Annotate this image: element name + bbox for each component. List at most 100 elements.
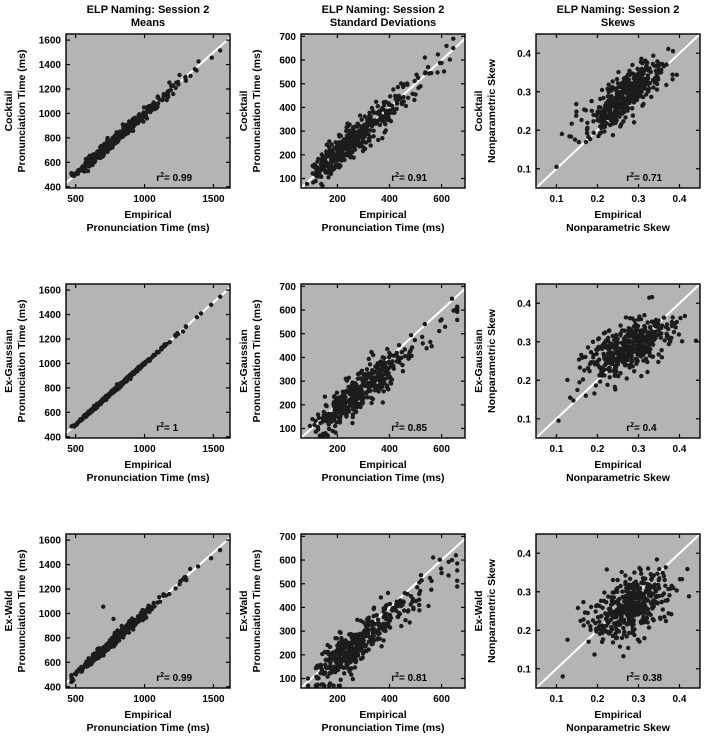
x-tick-label: 0.2 (591, 444, 605, 455)
plot-border (300, 283, 466, 439)
x-axis-label: Empirical (359, 209, 406, 221)
panel-cocktail-skews: r2= 0.71 0.1 0.2 0.3 0.4 0.1 0.2 0.3 0.4 ELP Nami… (473, 4, 701, 234)
x-axis-label: Empirical (594, 459, 641, 471)
y-tick-label: 200 (279, 400, 296, 411)
x-axis-label: Pronunciation Time (ms) (322, 722, 445, 734)
y-tick-label: 1000 (39, 609, 62, 620)
y-tick-label: 300 (279, 127, 296, 138)
y-tick-label: 1200 (39, 585, 62, 596)
plot-content: r2= 0.81 (301, 537, 465, 688)
x-tick-label: 0.3 (632, 194, 646, 205)
x-tick-label: 200 (329, 444, 346, 455)
y-axis-label: Ex-Wald (473, 590, 485, 631)
y-axis-label: Ex-Gaussian (3, 329, 15, 393)
y-tick-label: 800 (44, 133, 61, 144)
y-tick-label: 0.1 (517, 664, 531, 675)
y-tick-label: 400 (44, 182, 61, 193)
x-tick-label: 500 (67, 444, 84, 455)
scatter-points (69, 547, 223, 685)
x-axis-label: Pronunciation Time (ms) (87, 472, 210, 484)
y-tick-label: 1400 (39, 310, 62, 321)
x-tick-label: 500 (67, 694, 84, 705)
y-tick-label: 700 (279, 532, 296, 543)
plot-border (65, 283, 231, 439)
r-squared-label: r2= 1 (156, 422, 178, 434)
x-axis-label: Nonparametric Skew (566, 722, 671, 734)
x-tick-label: 600 (433, 194, 450, 205)
panel-exgaussian-means: r2= 1 500 1000 1500 400 600 800 1000 1200 1400 160… (3, 283, 231, 484)
y-axis-label: Ex-Gaussian (238, 329, 250, 393)
y-tick-label: 300 (279, 377, 296, 388)
plot-content: r2= 0.38 (536, 534, 700, 688)
panel-cocktail-sd: r2= 0.91 200 400 600 100 200 300 400 500 600 700 EL… (238, 4, 466, 234)
x-tick-label: 0.2 (591, 194, 605, 205)
y-axis-label: Nonparametric Skew (486, 58, 498, 163)
r-squared-label: r2= 0.81 (391, 672, 427, 684)
plot-border (65, 33, 231, 189)
y-tick-label: 0.1 (517, 414, 531, 425)
x-tick-label: 1500 (202, 444, 225, 455)
y-tick-label: 600 (279, 56, 296, 67)
x-axis-label: Empirical (359, 459, 406, 471)
plot-border (65, 533, 231, 689)
y-tick-label: 700 (279, 282, 296, 293)
x-tick-label: 200 (329, 694, 346, 705)
x-tick-label: 0.1 (550, 694, 564, 705)
y-tick-label: 400 (44, 432, 61, 443)
x-tick-label: 0.3 (632, 694, 646, 705)
y-tick-label: 200 (279, 150, 296, 161)
scatter-points (69, 48, 223, 179)
r-squared-label: r2= 0.99 (156, 672, 192, 684)
plot-content: r2= 0.99 (66, 36, 230, 184)
y-tick-label: 600 (279, 556, 296, 567)
panel-title: Means (131, 17, 165, 29)
x-tick-label: 0.4 (673, 694, 687, 705)
y-tick-label: 600 (44, 158, 61, 169)
x-axis-label: Pronunciation Time (ms) (87, 722, 210, 734)
y-axis-label: Pronunciation Time (ms) (251, 300, 263, 423)
y-tick-label: 800 (44, 383, 61, 394)
y-tick-label: 400 (279, 353, 296, 364)
y-tick-label: 0.3 (517, 587, 531, 598)
r-squared-label: r2= 0.91 (391, 172, 427, 184)
y-tick-label: 1000 (39, 359, 62, 370)
x-axis-label: Empirical (594, 709, 641, 721)
scatter-points (554, 46, 679, 169)
x-tick-label: 600 (433, 444, 450, 455)
x-tick-label: 500 (67, 194, 84, 205)
x-tick-label: 200 (329, 194, 346, 205)
x-axis-label: Empirical (359, 709, 406, 721)
y-axis-label: Nonparametric Skew (486, 558, 498, 663)
y-tick-label: 100 (279, 174, 296, 185)
panel-cocktail-means: r2= 0.99 500 1000 1500 400 600 800 1000 1200 1400… (3, 4, 231, 234)
y-tick-label: 600 (279, 306, 296, 317)
plot-content: r2= 0.71 (536, 34, 700, 188)
x-tick-label: 400 (381, 444, 398, 455)
x-axis-label: Nonparametric Skew (566, 472, 671, 484)
y-axis-label: Pronunciation Time (ms) (16, 300, 28, 423)
r-squared-label: r2= 0.71 (626, 172, 662, 184)
y-axis-label: Ex-Wald (238, 590, 250, 631)
scatter-points (304, 36, 456, 188)
y-tick-label: 1400 (39, 560, 62, 571)
y-tick-label: 0.2 (517, 376, 531, 387)
y-axis-label: Ex-Wald (3, 590, 15, 631)
scatter-points (560, 557, 692, 679)
y-tick-label: 0.3 (517, 337, 531, 348)
scatter-points (305, 553, 460, 688)
x-tick-label: 1500 (202, 194, 225, 205)
x-axis-label: Empirical (594, 209, 641, 221)
y-tick-label: 600 (44, 408, 61, 419)
y-tick-label: 1000 (39, 109, 62, 120)
x-axis-label: Empirical (124, 459, 171, 471)
x-tick-label: 0.4 (673, 194, 687, 205)
y-axis-label: Ex-Gaussian (473, 329, 485, 393)
scatter-points (69, 294, 223, 429)
panel-title: Skews (601, 17, 635, 29)
y-tick-label: 100 (279, 424, 296, 435)
y-tick-label: 600 (44, 658, 61, 669)
y-axis-label: Cocktail (473, 91, 485, 132)
r-squared-label: r2= 0.38 (626, 672, 662, 684)
plot-content: r2= 1 (66, 286, 230, 434)
y-tick-label: 0.4 (517, 299, 531, 310)
